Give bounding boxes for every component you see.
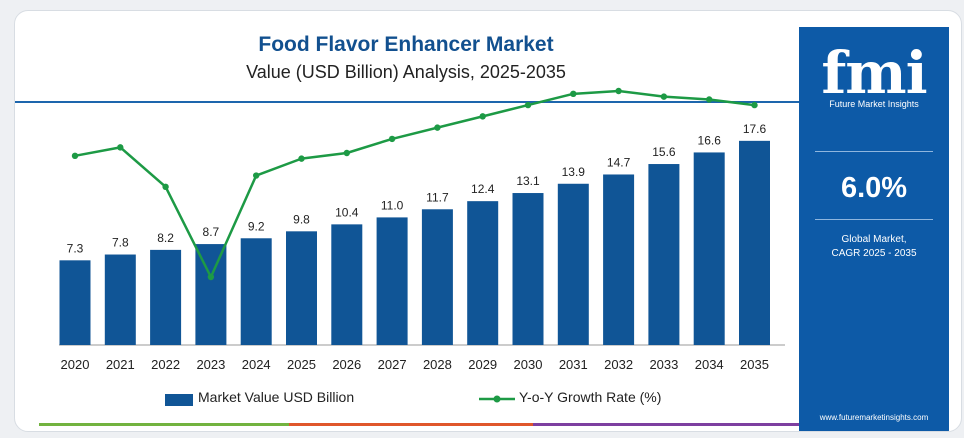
x-tick-label: 2029 [468,357,497,372]
bar [240,238,272,345]
bottom-accent-purple [533,423,799,426]
x-tick-label: 2033 [649,357,678,372]
bar-data-label: 11.7 [426,190,449,204]
x-tick-label: 2020 [61,357,90,372]
growth-rate-point [162,183,169,191]
growth-rate-point [71,152,79,160]
growth-rate-point [388,135,396,143]
chart-title: Food Flavor Enhancer Market [258,33,554,56]
bar-data-label: 13.9 [562,165,586,179]
x-tick-label: 2035 [740,357,769,372]
bar [603,174,635,345]
x-tick-label: 2024 [242,357,271,372]
growth-rate-point [660,93,668,100]
growth-rate-point [253,172,260,179]
cagr-label-line1: Global Market, [841,234,907,245]
bar [59,260,91,345]
x-tick-label: 2028 [423,357,452,372]
x-tick-label: 2023 [196,357,225,372]
bar [557,183,589,345]
growth-rate-point [615,87,622,95]
bar [195,244,227,345]
bar-data-label: 13.1 [516,174,540,188]
bar [331,224,363,345]
side-divider-top [815,151,933,152]
x-tick-label: 2030 [514,357,543,372]
bar-line-chart: 7.3 2020 7.8 2021 8.2 2022 8.7 2023 9.2 2024 9.8 20… [59,87,785,372]
bar [376,217,408,345]
x-tick-label: 2021 [106,357,135,372]
bar-data-label: 11.0 [381,198,404,212]
bar-data-label: 9.2 [248,219,265,233]
bar-data-label: 8.7 [203,225,220,239]
x-tick-label: 2031 [559,357,588,372]
side-panel: fmi Future Market Insights 6.0% Global M… [799,27,949,431]
bar-data-label: 16.6 [698,133,722,147]
cagr-label-line2: CAGR 2025 - 2035 [831,248,917,259]
growth-rate-point [434,124,441,131]
bar [467,201,499,345]
growth-rate-point [117,144,124,151]
website-link[interactable]: www.futuremarketinsights.com [819,413,929,422]
bar [286,231,317,345]
bar-data-label: 17.6 [743,122,767,136]
bar [512,193,544,345]
bar-data-label: 14.7 [607,155,631,169]
bar-data-label: 7.3 [67,241,84,255]
x-tick-label: 2025 [287,357,316,372]
x-tick-label: 2027 [378,357,407,372]
bar-data-label: 8.2 [157,231,174,245]
legend-line-label: Y-o-Y Growth Rate (%) [519,389,662,405]
bar [648,164,680,345]
x-tick-label: 2022 [151,357,180,372]
legend-bar-swatch [165,394,193,406]
bottom-accent-green [39,423,289,426]
bar-data-label: 10.4 [335,205,359,219]
cagr-label: Global Market, CAGR 2025 - 2035 [799,233,949,261]
title-divider [15,101,805,103]
bar [421,209,453,345]
bar-data-label: 15.6 [652,145,676,159]
growth-rate-point [706,96,713,103]
growth-rate-point [524,101,532,109]
growth-rate-point [207,273,215,281]
bar [104,254,136,345]
fmi-logo: fmi [821,39,927,107]
x-tick-label: 2026 [332,357,361,372]
cagr-value: 6.0% [840,172,908,204]
chart-card: Food Flavor Enhancer Market Value (USD B… [14,10,962,432]
x-tick-label: 2034 [695,357,724,372]
side-divider-bottom [815,219,933,220]
logo-subtext: Future Market Insights [829,99,919,109]
legend-line-swatch [479,395,515,403]
bar [150,249,182,345]
bar [693,152,725,345]
growth-rate-point [479,113,486,120]
growth-rate-point [570,90,577,98]
bottom-accent-orange [289,423,533,426]
growth-rate-point [343,149,350,157]
x-tick-label: 2032 [604,357,633,372]
bar-data-label: 9.8 [293,212,310,226]
growth-rate-point [298,155,305,162]
growth-rate-line [74,89,755,279]
chart-subtitle: Value (USD Billion) Analysis, 2025-2035 [246,62,566,82]
bar-data-label: 12.4 [471,182,495,196]
growth-rate-point [751,101,758,109]
legend-bar-label: Market Value USD Billion [198,389,355,405]
bar-data-label: 7.8 [112,236,129,250]
bar [739,140,770,345]
